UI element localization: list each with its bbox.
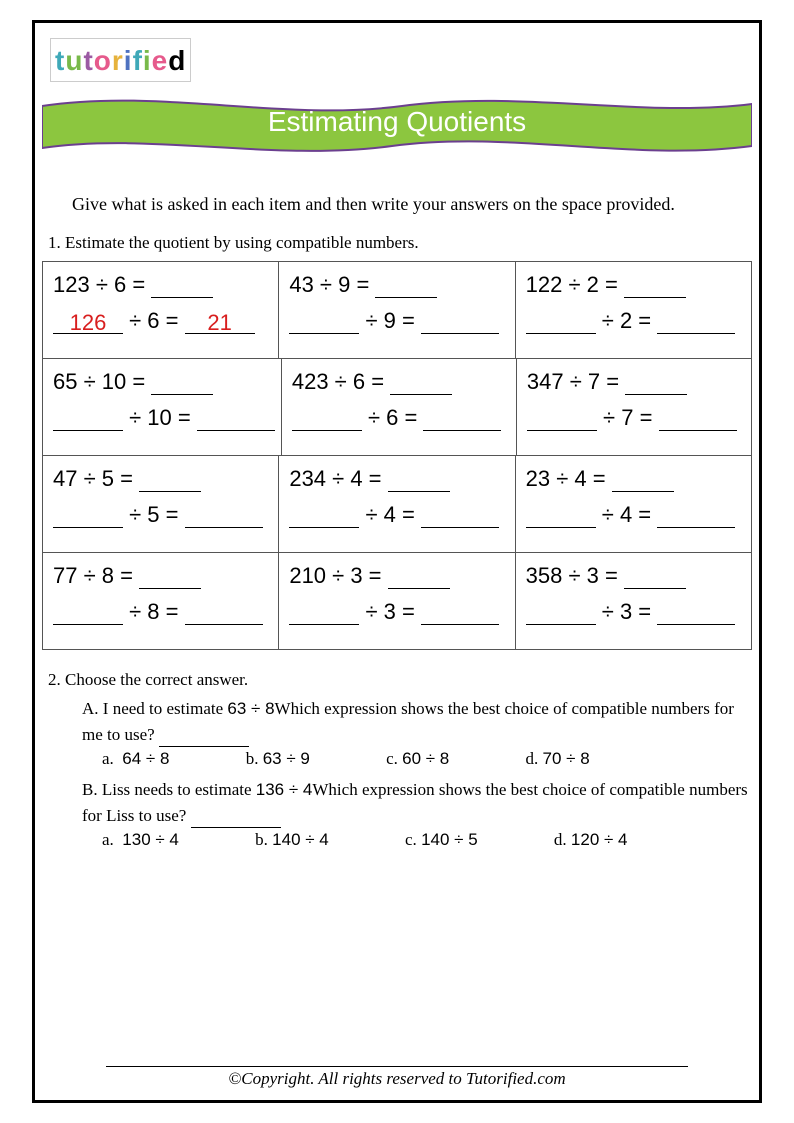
footer-copyright: ©Copyright. All rights reserved to Tutor… — [106, 1066, 688, 1089]
compatible-dividend-blank[interactable] — [289, 504, 359, 528]
choices-2A: a. 64 ÷ 8 b. 63 ÷ 9 c. 60 ÷ 8 d. 70 ÷ 8 — [102, 749, 752, 769]
answer-blank[interactable] — [388, 565, 450, 589]
problem-line: 123 ÷ 6 = — [53, 272, 272, 298]
problem-cell: 47 ÷ 5 = ÷ 5 = — [43, 456, 279, 552]
question-2A: A. I need to estimate 63 ÷ 8Which expres… — [82, 696, 752, 747]
compatible-dividend-blank[interactable] — [292, 407, 362, 431]
question-2-label: 2. Choose the correct answer. — [48, 670, 752, 690]
problem-line: 423 ÷ 6 = — [292, 369, 510, 395]
answer-blank[interactable] — [139, 468, 201, 492]
compatible-quotient-blank[interactable] — [185, 504, 263, 528]
choices-2B: a. 130 ÷ 4 b. 140 ÷ 4 c. 140 ÷ 5 d. 120 … — [102, 830, 752, 850]
problem-line: 122 ÷ 2 = — [526, 272, 745, 298]
compatible-dividend-blank[interactable] — [526, 504, 596, 528]
compatible-line: ÷ 10 = — [53, 405, 275, 431]
problem-line: 358 ÷ 3 = — [526, 563, 745, 589]
problem-cell: 358 ÷ 3 = ÷ 3 = — [516, 553, 751, 649]
title-banner: Estimating Quotients — [42, 92, 752, 160]
compatible-dividend-blank[interactable] — [289, 310, 359, 334]
problem-line: 65 ÷ 10 = — [53, 369, 275, 395]
problems-grid: 123 ÷ 6 = 126 ÷ 6 = 2143 ÷ 9 = ÷ 9 = 122… — [42, 261, 752, 650]
compatible-dividend-blank[interactable]: 126 — [53, 310, 123, 334]
problem-line: 47 ÷ 5 = — [53, 466, 272, 492]
grid-row: 77 ÷ 8 = ÷ 8 = 210 ÷ 3 = ÷ 3 = 358 ÷ 3 =… — [43, 553, 751, 649]
logo-tutorified: tutorified — [50, 38, 191, 82]
compatible-line: ÷ 7 = — [527, 405, 745, 431]
problem-cell: 65 ÷ 10 = ÷ 10 = — [43, 359, 282, 455]
compatible-dividend-blank[interactable] — [289, 601, 359, 625]
grid-row: 47 ÷ 5 = ÷ 5 = 234 ÷ 4 = ÷ 4 = 23 ÷ 4 = … — [43, 456, 751, 553]
compatible-line: ÷ 2 = — [526, 308, 745, 334]
answer-blank[interactable] — [390, 371, 452, 395]
problem-cell: 123 ÷ 6 = 126 ÷ 6 = 21 — [43, 262, 279, 358]
answer-blank[interactable] — [624, 274, 686, 298]
answer-blank[interactable] — [375, 274, 437, 298]
compatible-line: ÷ 9 = — [289, 308, 508, 334]
compatible-dividend-blank[interactable] — [526, 601, 596, 625]
answer-blank[interactable] — [151, 274, 213, 298]
compatible-dividend-blank[interactable] — [53, 504, 123, 528]
compatible-line: 126 ÷ 6 = 21 — [53, 308, 272, 334]
compatible-quotient-blank[interactable] — [421, 504, 499, 528]
problem-cell: 234 ÷ 4 = ÷ 4 = — [279, 456, 515, 552]
problem-cell: 210 ÷ 3 = ÷ 3 = — [279, 553, 515, 649]
compatible-line: ÷ 3 = — [526, 599, 745, 625]
compatible-quotient-blank[interactable] — [657, 310, 735, 334]
problem-line: 234 ÷ 4 = — [289, 466, 508, 492]
answer-blank[interactable] — [625, 371, 687, 395]
compatible-dividend-blank[interactable] — [526, 310, 596, 334]
compatible-dividend-blank[interactable] — [527, 407, 597, 431]
compatible-quotient-blank[interactable] — [197, 407, 275, 431]
question-1-label: 1. Estimate the quotient by using compat… — [48, 233, 752, 253]
problem-cell: 77 ÷ 8 = ÷ 8 = — [43, 553, 279, 649]
compatible-dividend-blank[interactable] — [53, 407, 123, 431]
compatible-quotient-blank[interactable] — [657, 504, 735, 528]
page-content: tutorified Estimating Quotients Give wha… — [42, 30, 752, 1093]
problem-cell: 43 ÷ 9 = ÷ 9 = — [279, 262, 515, 358]
problem-cell: 23 ÷ 4 = ÷ 4 = — [516, 456, 751, 552]
answer-blank[interactable] — [139, 565, 201, 589]
instructions-text: Give what is asked in each item and then… — [72, 194, 742, 215]
compatible-quotient-blank[interactable] — [421, 310, 499, 334]
problem-line: 23 ÷ 4 = — [526, 466, 745, 492]
grid-row: 65 ÷ 10 = ÷ 10 = 423 ÷ 6 = ÷ 6 = 347 ÷ 7… — [43, 359, 751, 456]
problem-line: 347 ÷ 7 = — [527, 369, 745, 395]
compatible-quotient-blank[interactable] — [185, 601, 263, 625]
page-title: Estimating Quotients — [42, 106, 752, 138]
compatible-quotient-blank[interactable] — [423, 407, 501, 431]
problem-line: 43 ÷ 9 = — [289, 272, 508, 298]
answer-blank[interactable] — [151, 371, 213, 395]
compatible-quotient-blank[interactable] — [421, 601, 499, 625]
question-2B: B. Liss needs to estimate 136 ÷ 4Which e… — [82, 777, 752, 828]
compatible-line: ÷ 3 = — [289, 599, 508, 625]
compatible-quotient-blank[interactable] — [657, 601, 735, 625]
problem-line: 77 ÷ 8 = — [53, 563, 272, 589]
problem-cell: 347 ÷ 7 = ÷ 7 = — [517, 359, 751, 455]
compatible-line: ÷ 4 = — [526, 502, 745, 528]
answer-blank-2B[interactable] — [191, 811, 281, 828]
compatible-line: ÷ 8 = — [53, 599, 272, 625]
problem-cell: 122 ÷ 2 = ÷ 2 = — [516, 262, 751, 358]
problem-line: 210 ÷ 3 = — [289, 563, 508, 589]
compatible-line: ÷ 5 = — [53, 502, 272, 528]
compatible-line: ÷ 6 = — [292, 405, 510, 431]
grid-row: 123 ÷ 6 = 126 ÷ 6 = 2143 ÷ 9 = ÷ 9 = 122… — [43, 262, 751, 359]
compatible-line: ÷ 4 = — [289, 502, 508, 528]
answer-blank[interactable] — [612, 468, 674, 492]
compatible-quotient-blank[interactable]: 21 — [185, 310, 255, 334]
answer-blank-2A[interactable] — [159, 730, 249, 747]
answer-blank[interactable] — [388, 468, 450, 492]
problem-cell: 423 ÷ 6 = ÷ 6 = — [282, 359, 517, 455]
answer-blank[interactable] — [624, 565, 686, 589]
compatible-dividend-blank[interactable] — [53, 601, 123, 625]
compatible-quotient-blank[interactable] — [659, 407, 737, 431]
